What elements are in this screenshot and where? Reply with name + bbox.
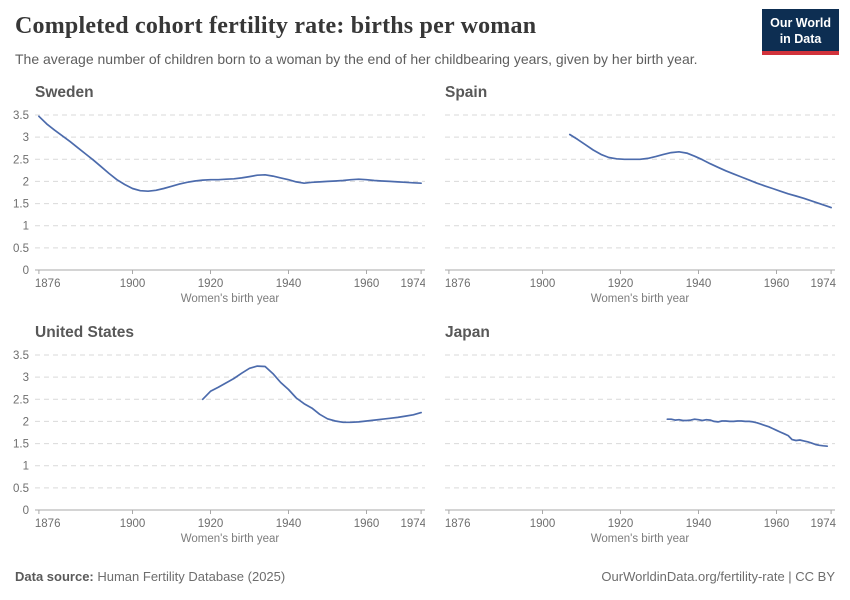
chart-panel-japan: Japan 1876 1900 1920 1940 1960 1974 Women's bi…: [425, 320, 850, 560]
y-tick-label: 0: [23, 505, 29, 517]
x-tick-label: 1900: [530, 278, 556, 290]
owid-logo-line2: in Data: [779, 32, 822, 46]
chart-panel-spain: Spain 1876 1900 1920 1940 1960 1974 Women's bi…: [425, 80, 850, 320]
y-tick-label: 3: [23, 372, 29, 384]
x-tick-label: 1960: [354, 518, 380, 530]
x-tick-label: 1940: [686, 518, 712, 530]
y-tick-label: 1: [23, 461, 29, 473]
chart-panel-united-states: United States 0 0.5 1 1.5 2 2.5 3 3.5 1876 1900 19…: [0, 320, 425, 560]
x-tick-label: 1974: [811, 518, 837, 530]
x-tick-label: 1974: [401, 278, 425, 290]
y-tick-label: 3.5: [13, 110, 29, 122]
page-title: Completed cohort fertility rate: births …: [15, 13, 537, 39]
x-tick-label: 1920: [608, 278, 634, 290]
y-tick-label: 0: [23, 265, 29, 277]
chart-entity-title: Spain: [445, 84, 488, 101]
y-tick-label: 2.5: [13, 394, 29, 406]
line-chart-sweden: 0 0.5 1 1.5 2 2.5 3 3.5 1876 1900 1920 1940 1960 1974…: [13, 110, 425, 305]
line-chart-united-states: 0 0.5 1 1.5 2 2.5 3 3.5 1876 1900 1920 1940 1960 1974…: [13, 350, 425, 545]
data-source-note: Data source: Human Fertility Database (2…: [15, 569, 285, 584]
y-tick-label: 0.5: [13, 243, 29, 255]
x-tick-label: 1900: [530, 518, 556, 530]
x-tick-label: 1920: [608, 518, 634, 530]
series-line: [201, 365, 422, 424]
owid-logo-line1: Our World: [770, 16, 831, 30]
x-tick-label: 1940: [276, 518, 302, 530]
y-tick-label: 2.5: [13, 154, 29, 166]
line-chart-japan: 1876 1900 1920 1940 1960 1974 Women's birth ye…: [445, 354, 837, 545]
x-tick-label: 1974: [811, 278, 837, 290]
license-note: OurWorldinData.org/fertility-rate | CC B…: [601, 569, 835, 584]
x-axis-label: Women's birth year: [591, 533, 690, 545]
y-tick-label: 2: [23, 416, 29, 428]
chart-entity-title: Sweden: [35, 84, 94, 101]
series-line: [666, 418, 829, 448]
x-tick-label: 1960: [354, 278, 380, 290]
y-tick-label: 1.5: [13, 199, 29, 211]
x-tick-label: 1876: [445, 518, 471, 530]
x-tick-label: 1876: [35, 278, 61, 290]
line-chart-spain: 1876 1900 1920 1940 1960 1974 Women's birth ye…: [445, 114, 837, 305]
chart-panel-sweden: Sweden 0 0.5 1 1.5 2 2.5 3 3.5 1876 1900 1920 1940 1…: [0, 80, 425, 320]
x-tick-label: 1960: [764, 278, 790, 290]
y-tick-label: 1.5: [13, 439, 29, 451]
data-source-text: Human Fertility Database (2025): [93, 569, 286, 584]
x-tick-label: 1920: [198, 518, 224, 530]
y-tick-label: 3.5: [13, 350, 29, 362]
x-tick-label: 1940: [276, 278, 302, 290]
x-axis-label: Women's birth year: [591, 293, 690, 305]
y-tick-label: 0.5: [13, 483, 29, 495]
series-line: [38, 115, 422, 193]
x-tick-label: 1960: [764, 518, 790, 530]
x-tick-label: 1920: [198, 278, 224, 290]
chart-footer: Data source: Human Fertility Database (2…: [15, 569, 835, 584]
y-tick-label: 2: [23, 176, 29, 188]
x-axis-label: Women's birth year: [181, 533, 280, 545]
y-tick-label: 1: [23, 221, 29, 233]
series-line: [568, 133, 832, 209]
owid-logo: Our World in Data: [762, 9, 839, 55]
x-tick-label: 1876: [445, 278, 471, 290]
x-tick-label: 1974: [401, 518, 425, 530]
chart-subtitle: The average number of children born to a…: [15, 51, 698, 67]
x-tick-label: 1900: [120, 518, 146, 530]
x-tick-label: 1940: [686, 278, 712, 290]
x-tick-label: 1876: [35, 518, 61, 530]
chart-entity-title: Japan: [445, 324, 490, 341]
data-source-label: Data source:: [15, 569, 94, 584]
x-tick-label: 1900: [120, 278, 146, 290]
x-axis-label: Women's birth year: [181, 293, 280, 305]
y-tick-label: 3: [23, 132, 29, 144]
chart-entity-title: United States: [35, 324, 135, 341]
